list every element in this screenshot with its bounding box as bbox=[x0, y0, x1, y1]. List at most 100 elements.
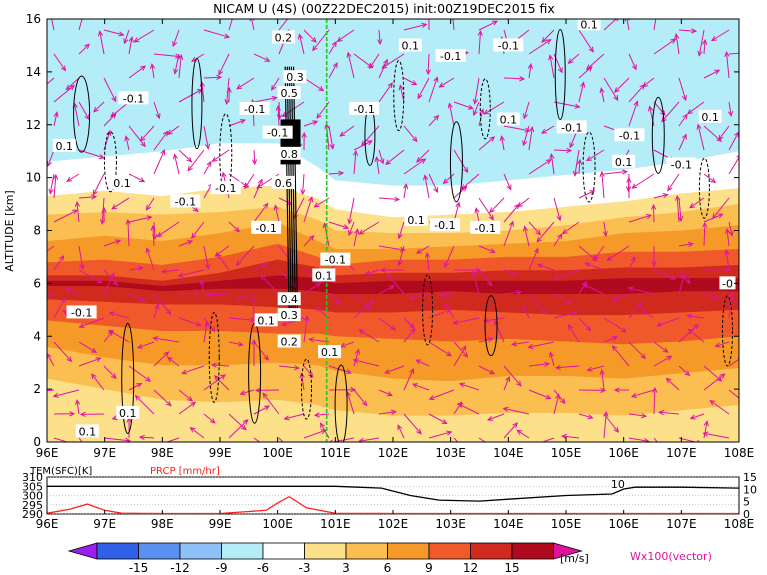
wind-vector bbox=[503, 407, 530, 415]
wind-vector bbox=[568, 324, 580, 343]
wind-vector bbox=[103, 365, 117, 379]
contour-label-bg bbox=[435, 49, 466, 63]
wind-vector bbox=[710, 400, 730, 415]
wind-vector bbox=[653, 19, 657, 31]
contour-label: 0.1 bbox=[56, 140, 74, 153]
wind-vector-head bbox=[549, 153, 555, 160]
wind-vector-head bbox=[52, 392, 59, 398]
wind-vector bbox=[689, 197, 705, 209]
wind-vector-head bbox=[301, 131, 307, 138]
right-tick-label: 5 bbox=[743, 496, 750, 509]
surface-x-tick-label: 97E bbox=[93, 517, 116, 531]
wind-vector bbox=[146, 248, 155, 271]
wind-vector-head bbox=[662, 347, 669, 353]
wind-vector-head bbox=[747, 50, 752, 54]
units-label: [m/s] bbox=[560, 552, 589, 565]
wind-vector bbox=[78, 101, 90, 120]
wind-vector bbox=[203, 245, 209, 269]
surface-x-tick-label: 108E bbox=[724, 517, 755, 531]
wind-vector-head bbox=[589, 190, 596, 195]
wind-vector-layer bbox=[47, 19, 752, 442]
wind-vector-head bbox=[312, 120, 319, 126]
wind-vector bbox=[487, 413, 505, 421]
wind-vector-head bbox=[236, 84, 243, 90]
wind-vector bbox=[628, 53, 637, 70]
contour-label-bg bbox=[170, 194, 201, 208]
colorbar-tick-label: 15 bbox=[504, 561, 519, 575]
wind-vector-head bbox=[489, 207, 495, 214]
figure-title: NICAM U (4S) (00Z22DEC2015) init:00Z19DE… bbox=[213, 1, 555, 16]
wind-vector bbox=[299, 34, 305, 55]
wind-vector bbox=[578, 413, 593, 419]
contour-label: 0.8 bbox=[280, 148, 298, 161]
wind-vector bbox=[585, 262, 605, 271]
wind-vector bbox=[153, 337, 180, 343]
wind-vector bbox=[603, 171, 627, 175]
contour-line bbox=[698, 157, 710, 219]
wind-vector-head bbox=[145, 247, 151, 254]
wind-vector bbox=[528, 341, 555, 348]
contour-line bbox=[334, 364, 348, 442]
colorbar-tick-label: -12 bbox=[170, 561, 190, 575]
wind-vector-head bbox=[311, 37, 317, 43]
contour-label-bg bbox=[262, 125, 293, 139]
wind-vector bbox=[443, 173, 455, 184]
wind-vector bbox=[453, 101, 474, 110]
wind-vector-head bbox=[702, 221, 708, 228]
wind-vector-head bbox=[687, 328, 694, 335]
wind-vector bbox=[78, 43, 90, 55]
surface-x-axis: 96E 97E 98E 99E 100E 101E 102E 103E 104E 105E 106E… bbox=[36, 510, 755, 531]
contour-line bbox=[651, 96, 665, 174]
wind-vector-head bbox=[187, 396, 193, 402]
colorbar-box bbox=[179, 542, 222, 560]
colorbar-box bbox=[138, 542, 181, 560]
wind-vector-head bbox=[613, 387, 620, 393]
x-tick-label: 102E bbox=[378, 446, 409, 460]
wind-vector-head bbox=[681, 95, 687, 102]
wind-vector bbox=[253, 203, 269, 223]
wind-vector bbox=[167, 357, 180, 367]
colorbar-tick-label: -9 bbox=[216, 561, 228, 575]
wind-vector bbox=[703, 432, 730, 439]
wind-vector-head bbox=[190, 401, 197, 407]
wind-vector bbox=[253, 97, 277, 103]
wind-vector-head bbox=[271, 84, 277, 91]
wind-vector-head bbox=[167, 356, 173, 363]
wind-vector-head bbox=[486, 415, 494, 421]
wind-vector bbox=[228, 413, 247, 431]
wind-vector bbox=[728, 101, 732, 116]
wind-vector-head bbox=[358, 437, 364, 442]
wind-vector-head bbox=[394, 196, 401, 202]
wind-vector-head bbox=[620, 327, 627, 333]
wind-vector bbox=[428, 431, 452, 439]
contour-label: -0.1 bbox=[325, 254, 346, 267]
contour-label: -0.1 bbox=[561, 121, 582, 134]
contour-label: -0.1 bbox=[440, 50, 461, 63]
wind-vector bbox=[403, 158, 426, 175]
wind-vector-head bbox=[599, 170, 605, 177]
wind-vector bbox=[53, 255, 65, 271]
wind-vector bbox=[190, 427, 205, 439]
wind-vector bbox=[553, 101, 580, 108]
wind-vector bbox=[203, 413, 216, 424]
wind-vector bbox=[128, 37, 133, 55]
wind-vector bbox=[642, 77, 655, 88]
wind-vector-head bbox=[475, 267, 482, 273]
wind-vector bbox=[271, 77, 280, 91]
wind-vector-head bbox=[630, 256, 636, 263]
wind-vector-head bbox=[399, 246, 406, 253]
wind-vector-head bbox=[152, 336, 159, 342]
wind-vector bbox=[203, 76, 222, 79]
wind-vector-head bbox=[91, 347, 98, 353]
wind-vector bbox=[378, 245, 405, 251]
wind-vector bbox=[523, 125, 530, 146]
wind-vector bbox=[378, 82, 393, 103]
wind-vector-head bbox=[519, 76, 526, 82]
wind-vector-head bbox=[561, 228, 568, 235]
wind-vector-head bbox=[545, 394, 552, 400]
wind-vector-head bbox=[636, 301, 643, 308]
wind-vector bbox=[628, 302, 643, 319]
main-x-axis: 96E 97E 98E 99E 100E 101E 102E 103E 104E 105E 106E… bbox=[36, 19, 754, 460]
wind-vector bbox=[428, 77, 438, 103]
wind-vector bbox=[216, 253, 230, 271]
